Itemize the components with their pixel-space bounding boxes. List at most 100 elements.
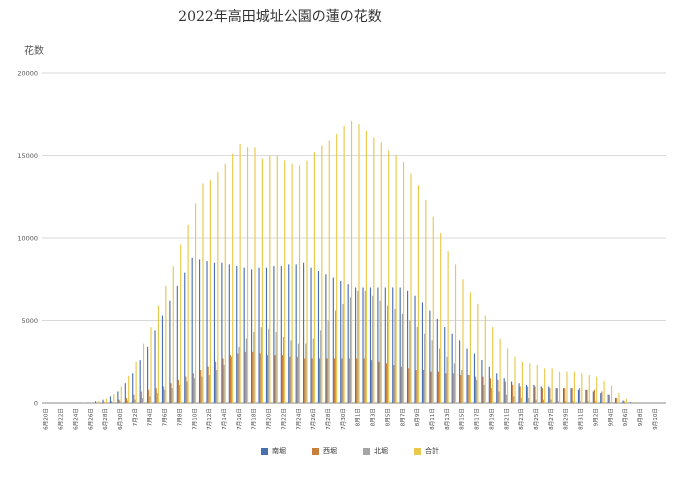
bar-合計	[313, 152, 315, 403]
bar-西堀	[125, 398, 128, 403]
bar-合計	[425, 200, 427, 403]
bar-合計	[336, 134, 338, 404]
bar-南堀	[399, 287, 401, 403]
bar-西堀	[356, 358, 358, 403]
bar-合計	[492, 327, 494, 403]
x-tick-label: 6月28日	[102, 408, 109, 430]
bar-北堀	[446, 356, 448, 403]
bar-北堀	[320, 330, 322, 403]
x-tick-label: 7月20日	[266, 408, 273, 430]
bar-西堀	[177, 379, 180, 403]
bar-北堀	[379, 300, 381, 403]
bar-北堀	[505, 394, 507, 403]
bar-合計	[157, 305, 159, 403]
x-tick-label: 9月8日	[637, 408, 644, 426]
bar-南堀	[221, 262, 223, 403]
bar-西堀	[371, 360, 373, 403]
bar-西堀	[326, 358, 328, 403]
bar-南堀	[169, 300, 171, 403]
bar-北堀	[520, 398, 522, 403]
bar-南堀	[570, 388, 572, 403]
x-tick-label: 8月15日	[459, 408, 466, 430]
bar-合計	[284, 160, 286, 403]
bar-合計	[150, 327, 152, 403]
bar-北堀	[149, 396, 151, 403]
bar-西堀	[489, 378, 492, 403]
bar-合計	[566, 371, 568, 403]
bar-西堀	[163, 386, 165, 403]
bar-西堀	[103, 402, 105, 403]
bar-合計	[224, 163, 226, 403]
bar-南堀	[317, 271, 320, 403]
bar-合計	[187, 224, 189, 403]
bar-南堀	[176, 285, 178, 403]
y-tick-label: 10000	[17, 235, 38, 243]
bar-西堀	[274, 355, 276, 403]
bar-西堀	[222, 358, 224, 403]
bar-南堀	[429, 310, 431, 403]
x-tick-label: 7月26日	[310, 408, 317, 430]
bar-西堀	[385, 363, 388, 403]
x-tick-label: 8月19日	[488, 408, 495, 430]
bar-合計	[217, 172, 219, 403]
bar-北堀	[498, 391, 500, 403]
legend-item: 北堀	[363, 446, 388, 456]
bar-合計	[135, 361, 137, 403]
bar-南堀	[369, 287, 372, 403]
bar-北堀	[245, 338, 247, 403]
bar-合計	[269, 155, 271, 403]
bar-北堀	[171, 388, 173, 403]
x-tick-label: 8月21日	[503, 408, 510, 430]
bar-西堀	[140, 391, 142, 403]
bar-西堀	[608, 394, 610, 403]
bar-南堀	[273, 266, 275, 403]
bar-西堀	[593, 389, 596, 403]
bar-合計	[596, 376, 598, 403]
x-tick-label: 6月20日	[43, 408, 50, 430]
bar-北堀	[186, 381, 188, 403]
y-tick-label: 5000	[21, 317, 38, 325]
bar-西堀	[415, 370, 417, 403]
bar-南堀	[511, 381, 513, 403]
bar-合計	[142, 343, 145, 403]
bar-北堀	[394, 308, 396, 403]
bar-北堀	[342, 304, 344, 403]
bar-合計	[276, 155, 278, 403]
x-tick-label: 6月30日	[117, 408, 124, 430]
bar-北堀	[260, 327, 262, 403]
bar-北堀	[327, 320, 329, 403]
x-tick-label: 7月16日	[236, 408, 243, 430]
bar-西堀	[601, 391, 603, 403]
bar-南堀	[518, 383, 520, 403]
bar-北堀	[609, 402, 611, 403]
legend-label: 合計	[425, 447, 439, 455]
bar-北堀	[461, 370, 463, 403]
bar-南堀	[577, 389, 580, 403]
bar-南堀	[161, 315, 164, 403]
bar-西堀	[616, 398, 618, 403]
bar-合計	[254, 147, 256, 403]
bar-北堀	[543, 399, 545, 403]
bar-西堀	[237, 353, 239, 403]
bar-西堀	[475, 376, 477, 403]
bar-南堀	[451, 333, 453, 403]
bar-西堀	[408, 368, 410, 403]
bar-西堀	[430, 371, 432, 403]
bar-西堀	[586, 389, 588, 403]
bar-南堀	[124, 383, 126, 403]
legend-swatch	[261, 447, 268, 455]
y-tick-label: 15000	[17, 152, 38, 160]
bar-南堀	[473, 353, 476, 403]
bar-合計	[551, 368, 553, 403]
x-tick-label: 9月2日	[592, 408, 599, 426]
bar-南堀	[139, 360, 141, 403]
bar-北堀	[587, 401, 589, 403]
bar-北堀	[201, 376, 203, 403]
x-tick-label: 8月29日	[563, 408, 570, 430]
bar-合計	[395, 155, 397, 403]
bar-南堀	[295, 264, 297, 403]
bar-北堀	[141, 398, 143, 403]
bar-合計	[410, 173, 412, 403]
x-tick-label: 7月2日	[132, 408, 139, 426]
bar-北堀	[335, 310, 337, 403]
